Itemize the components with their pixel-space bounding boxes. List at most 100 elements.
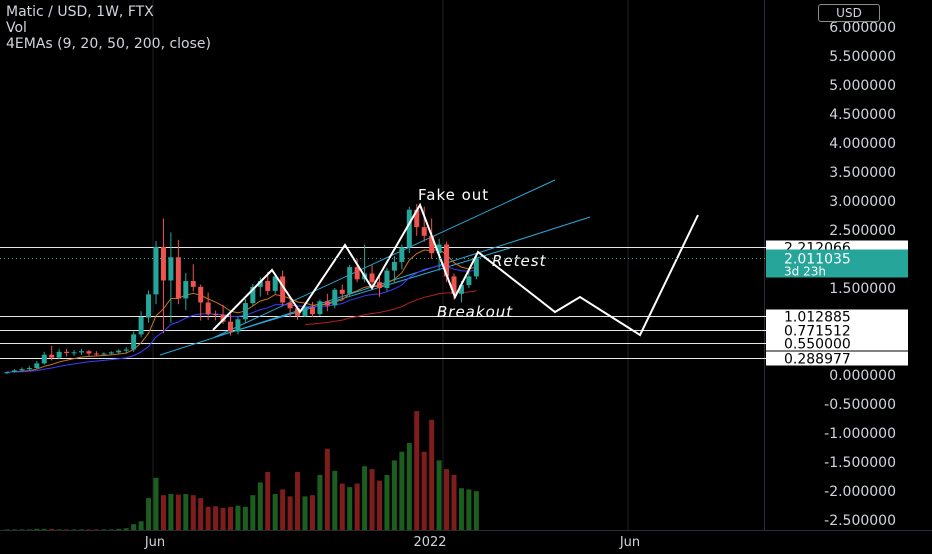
candle-body [168, 257, 174, 281]
level-label-box [766, 323, 908, 338]
level-label: 0.550000 [784, 337, 851, 353]
candle-body [86, 351, 92, 354]
ema-20-line [6, 265, 477, 373]
volume-bar [421, 451, 427, 530]
candle-body [377, 282, 382, 288]
volume-bar [101, 529, 107, 530]
volume-bar [11, 529, 17, 530]
volume-bar [79, 529, 84, 530]
level-label-box [766, 351, 908, 366]
candle-body [198, 286, 204, 303]
volume-bar [473, 491, 479, 530]
candle-body [93, 353, 99, 355]
x-tick-label: Jun [619, 535, 640, 550]
volume-bar [429, 419, 435, 530]
y-tick-label: -1.000000 [824, 426, 896, 442]
candle-body [444, 244, 450, 277]
volume-bar [362, 466, 368, 530]
candle-body [131, 334, 137, 350]
candle-body [347, 267, 353, 294]
candle-body [205, 302, 211, 315]
symbol-title[interactable]: Matic / USD, 1W, FTX [6, 4, 154, 20]
level-label: 0.288977 [784, 352, 851, 368]
volume-bar [309, 495, 315, 530]
candle-body [49, 354, 55, 358]
currency-button[interactable]: USD [818, 4, 880, 22]
drawn-pattern-path[interactable] [212, 202, 699, 337]
volume-bar [332, 470, 338, 530]
candle-body [265, 281, 271, 291]
ema-indicator-label[interactable]: 4EMAs (9, 20, 50, 200, close) [6, 36, 211, 52]
annotation-fake-out[interactable]: Fake out [418, 186, 489, 204]
volume-bar [131, 524, 137, 530]
volume-bar [198, 498, 204, 530]
volume-bar [205, 506, 211, 530]
last-price-label: 2.011035 [784, 252, 851, 268]
candle-body [190, 281, 196, 287]
volume-bar [242, 506, 248, 530]
volume-bar [354, 483, 360, 530]
volume-bar [123, 528, 129, 530]
candle-body [250, 286, 256, 304]
candle-body [146, 294, 152, 318]
annotation-breakout[interactable]: Breakout [437, 303, 513, 321]
level-label-box [766, 336, 908, 351]
candle-body [4, 372, 10, 374]
candle-body [399, 247, 405, 262]
volume-bar [34, 528, 40, 530]
candle-body [138, 317, 144, 335]
candle-body [108, 352, 114, 354]
candle-body [160, 246, 166, 281]
candle-body [406, 209, 412, 248]
volume-bar [272, 494, 278, 530]
candle-body [280, 276, 286, 303]
y-tick-label: -0.500000 [824, 397, 896, 413]
candle-body [332, 289, 338, 306]
candle-body [302, 307, 308, 316]
candle-body [228, 321, 233, 332]
volume-bar [265, 472, 271, 530]
y-tick-label: -2.500000 [824, 513, 896, 529]
volume-bar [451, 474, 457, 530]
candle-body [295, 308, 301, 316]
volume-bar [183, 494, 189, 530]
candle-body [414, 209, 420, 228]
volume-indicator-label[interactable]: Vol [6, 20, 27, 36]
y-tick-label: 1.500000 [829, 281, 896, 297]
volume-bar [250, 495, 256, 530]
volume-bar [347, 487, 353, 530]
volume-bar [64, 529, 70, 530]
y-tick-label: 2.500000 [829, 223, 896, 239]
volume-bar [138, 521, 144, 530]
channel-trend-line[interactable] [214, 247, 511, 338]
candle-body [317, 301, 323, 315]
volume-bar [399, 451, 405, 530]
level-label-box [766, 309, 908, 324]
volume-bar [444, 469, 450, 530]
volume-bar [414, 411, 420, 530]
y-tick-label: 5.000000 [829, 78, 896, 94]
volume-bar [86, 529, 92, 530]
candle-body [56, 351, 62, 358]
volume-bar [317, 474, 323, 530]
y-tick-label: 6.000000 [829, 20, 896, 36]
candle-body [429, 235, 435, 254]
volume-bar [220, 507, 226, 530]
candle-body [183, 281, 189, 299]
annotation-retest[interactable]: Retest [492, 252, 547, 270]
candle-body [287, 302, 293, 309]
candle-body [175, 257, 181, 299]
level-label: 0.771512 [784, 324, 851, 340]
candle-body [153, 246, 159, 295]
volume-bar [302, 496, 308, 530]
volume-bar [49, 528, 55, 530]
volume-bar [41, 528, 47, 530]
candle-body [458, 285, 464, 294]
ema-9-line [6, 248, 477, 373]
last-price-box [766, 249, 908, 278]
candle-body [451, 276, 457, 294]
y-tick-label: 5.500000 [829, 49, 896, 65]
volume-bar [339, 483, 345, 530]
